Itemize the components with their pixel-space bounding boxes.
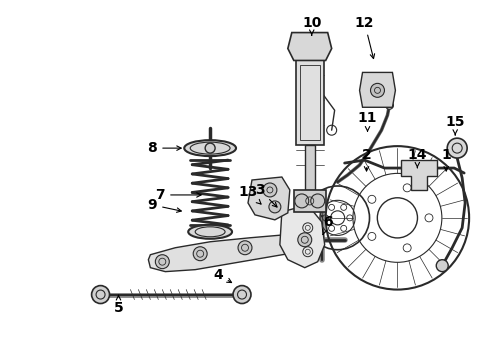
Polygon shape	[248, 177, 290, 220]
Circle shape	[263, 183, 277, 197]
Polygon shape	[288, 32, 332, 60]
Bar	[300, 66, 319, 140]
Bar	[294, 190, 326, 212]
Text: 3: 3	[255, 183, 277, 207]
Circle shape	[302, 39, 318, 54]
Circle shape	[298, 233, 312, 247]
Polygon shape	[148, 230, 322, 272]
Circle shape	[414, 170, 425, 182]
Circle shape	[205, 143, 215, 153]
Text: 7: 7	[155, 188, 201, 202]
Circle shape	[311, 194, 325, 208]
Circle shape	[193, 247, 207, 261]
Text: 9: 9	[147, 198, 181, 212]
Text: 6: 6	[322, 215, 333, 234]
Circle shape	[155, 255, 169, 269]
Text: 12: 12	[355, 15, 374, 59]
Polygon shape	[280, 205, 325, 268]
Bar	[305, 145, 315, 190]
Text: 2: 2	[362, 148, 371, 171]
Circle shape	[233, 285, 251, 303]
Ellipse shape	[184, 140, 236, 156]
Circle shape	[269, 201, 281, 213]
Text: 10: 10	[302, 15, 321, 35]
Circle shape	[92, 285, 110, 303]
Circle shape	[436, 260, 448, 272]
Bar	[296, 60, 324, 145]
Text: 5: 5	[114, 295, 123, 315]
Circle shape	[370, 84, 385, 97]
Text: 4: 4	[213, 267, 232, 283]
Circle shape	[386, 101, 393, 109]
Polygon shape	[401, 160, 437, 190]
Polygon shape	[360, 72, 395, 107]
Text: 14: 14	[408, 148, 427, 168]
Circle shape	[238, 241, 252, 255]
Circle shape	[447, 138, 467, 158]
Text: 13: 13	[238, 185, 261, 204]
Text: 1: 1	[441, 148, 451, 171]
Text: 11: 11	[358, 111, 377, 131]
Text: 15: 15	[445, 115, 465, 135]
Text: 8: 8	[147, 141, 181, 155]
Ellipse shape	[188, 225, 232, 239]
Circle shape	[295, 194, 309, 208]
